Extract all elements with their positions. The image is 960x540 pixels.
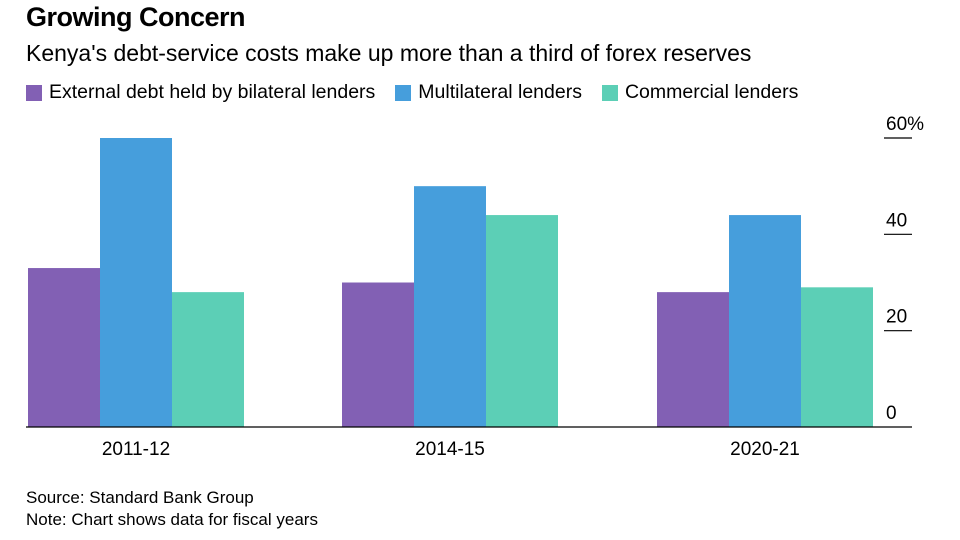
y-tick-label-0: 0 xyxy=(886,403,897,424)
chart-subtitle: Kenya's debt-service costs make up more … xyxy=(26,40,752,66)
bar-2020-21-series-2 xyxy=(801,287,873,427)
legend-item-multilateral: Multilateral lenders xyxy=(395,81,582,104)
legend: External debt held by bilateral lenders … xyxy=(26,81,818,104)
chart-title: Growing Concern xyxy=(26,2,246,32)
bar-2014-15-series-0 xyxy=(342,282,414,427)
bar-2014-15-series-2 xyxy=(486,215,558,427)
bar-2011-12-series-1 xyxy=(100,138,172,427)
bar-2020-21-series-1 xyxy=(729,215,801,427)
x-tick-label-2011-12: 2011-12 xyxy=(102,439,170,460)
y-tick-label-2: 40 xyxy=(886,210,907,231)
source-note: Source: Standard Bank Group xyxy=(26,488,254,507)
legend-item-commercial: Commercial lenders xyxy=(601,81,799,104)
bar-2011-12-series-2 xyxy=(172,292,244,427)
legend-label-multilateral: Multilateral lenders xyxy=(418,81,582,103)
bar-2020-21-series-0 xyxy=(657,292,729,427)
legend-item-bilateral: External debt held by bilateral lenders xyxy=(26,81,375,104)
legend-swatch-commercial xyxy=(601,84,618,101)
fiscal-year-note: Note: Chart shows data for fiscal years xyxy=(26,510,318,529)
bar-2011-12-series-0 xyxy=(28,268,100,427)
bar-2014-15-series-1 xyxy=(414,186,486,427)
y-tick-label-3: 60% xyxy=(886,114,924,135)
y-tick-label-1: 20 xyxy=(886,307,907,328)
legend-label-bilateral: External debt held by bilateral lenders xyxy=(49,81,376,103)
x-tick-label-2014-15: 2014-15 xyxy=(415,439,485,460)
legend-label-commercial: Commercial lenders xyxy=(624,81,799,103)
legend-swatch-multilateral xyxy=(395,84,412,101)
legend-swatch-bilateral xyxy=(26,84,42,101)
x-tick-label-2020-21: 2020-21 xyxy=(730,439,800,460)
